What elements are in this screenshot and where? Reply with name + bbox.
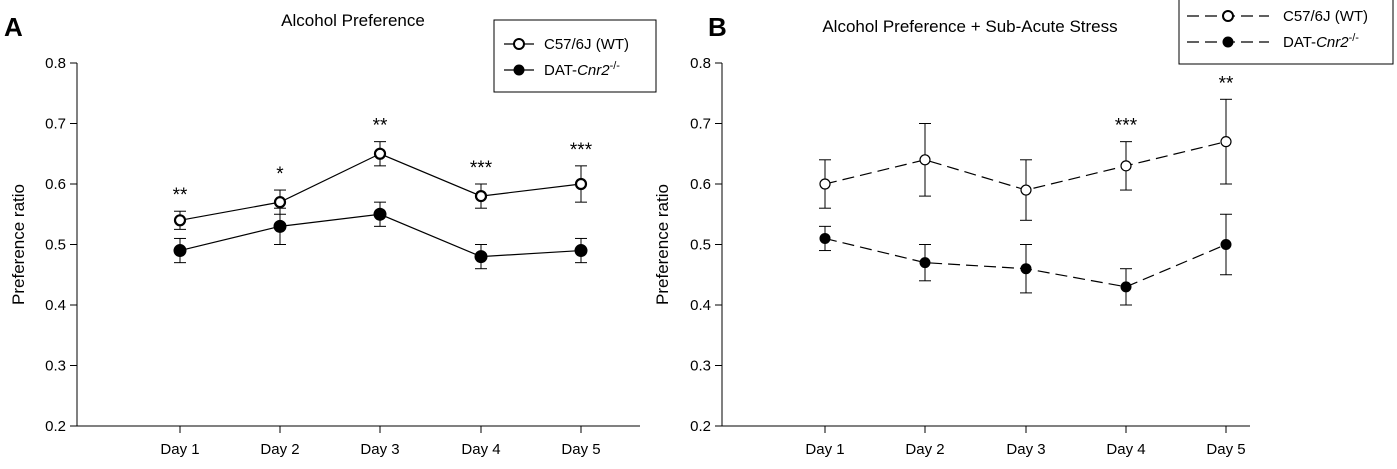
data-point-wt: [1120, 160, 1132, 172]
data-point-dat-cnr2: [1120, 281, 1132, 293]
y-tick-label: 0.8: [690, 55, 711, 72]
data-point-dat-cnr2: [819, 232, 831, 244]
significance-marker: **: [373, 116, 388, 137]
data-point-dat-cnr2: [273, 219, 287, 233]
legend-marker-open: [513, 38, 525, 50]
data-point-dat-cnr2: [919, 257, 931, 269]
legend-marker-filled: [513, 64, 525, 76]
y-tick-label: 0.3: [45, 358, 66, 375]
legend-marker-filled: [1222, 36, 1234, 48]
x-tick-label: Day 4: [461, 441, 500, 458]
data-point-wt: [574, 177, 588, 191]
data-point-wt: [919, 154, 931, 166]
legend-box: [1178, 0, 1394, 65]
x-tick-label: Day 3: [1006, 441, 1045, 458]
legend-label: C57/6J (WT): [1283, 8, 1368, 25]
y-tick-label: 0.6: [45, 176, 66, 193]
y-tick-label: 0.7: [45, 116, 66, 133]
legend-box: [493, 19, 657, 93]
significance-marker: *: [276, 164, 284, 185]
significance-marker: **: [173, 185, 188, 206]
chart-title: Alcohol Preference: [281, 11, 425, 30]
legend-label: C57/6J (WT): [544, 36, 629, 53]
x-tick-label: Day 5: [561, 441, 600, 458]
data-point-dat-cnr2: [173, 244, 187, 258]
chart-panel-b: Alcohol Preference + Sub-Acute Stress Pre…: [653, 0, 1394, 458]
data-point-wt: [373, 147, 387, 160]
data-point-dat-cnr2: [373, 207, 387, 221]
y-tick-label: 0.2: [45, 418, 66, 435]
data-point-wt: [173, 214, 187, 227]
y-tick-label: 0.2: [690, 418, 711, 435]
y-axis-label: Preference ratio: [653, 184, 672, 305]
y-tick-label: 0.6: [690, 176, 711, 193]
y-tick-label: 0.4: [45, 297, 66, 314]
y-tick-label: 0.5: [690, 237, 711, 254]
data-point-dat-cnr2: [574, 244, 588, 258]
y-axis-label: Preference ratio: [9, 184, 28, 305]
chart-panel-a: Alcohol Preference Preference ratio 0.2 0.3…: [9, 11, 657, 458]
x-tick-label: Day 2: [260, 441, 299, 458]
data-point-wt: [1020, 184, 1032, 196]
chart-title: Alcohol Preference + Sub-Acute Stress: [822, 17, 1117, 36]
x-tick-label: Day 4: [1106, 441, 1145, 458]
significance-marker: ***: [1115, 116, 1138, 137]
panel-letter-a: A: [4, 12, 23, 42]
legend-marker-open: [1222, 10, 1234, 22]
x-tick-label: Day 1: [805, 441, 844, 458]
x-tick-label: Day 1: [160, 441, 199, 458]
legend-label: DAT-Cnr2-/-: [544, 60, 620, 79]
y-tick-label: 0.8: [45, 55, 66, 72]
significance-marker: ***: [570, 140, 593, 161]
y-tick-label: 0.4: [690, 297, 711, 314]
y-tick-label: 0.3: [690, 358, 711, 375]
significance-marker: ***: [470, 158, 493, 179]
y-tick-label: 0.7: [690, 116, 711, 133]
data-point-dat-cnr2: [474, 250, 488, 264]
data-point-wt: [819, 178, 831, 190]
data-point-wt: [273, 196, 287, 209]
x-tick-label: Day 3: [360, 441, 399, 458]
data-point-wt: [1220, 136, 1232, 148]
y-tick-label: 0.5: [45, 237, 66, 254]
significance-marker: **: [1219, 73, 1234, 94]
data-point-dat-cnr2: [1220, 239, 1232, 250]
x-tick-label: Day 5: [1206, 441, 1245, 458]
legend-label: DAT-Cnr2-/-: [1283, 32, 1359, 51]
x-tick-label: Day 2: [905, 441, 944, 458]
data-point-dat-cnr2: [1020, 263, 1032, 275]
data-point-wt: [474, 190, 488, 203]
panel-letter-b: B: [708, 12, 727, 42]
